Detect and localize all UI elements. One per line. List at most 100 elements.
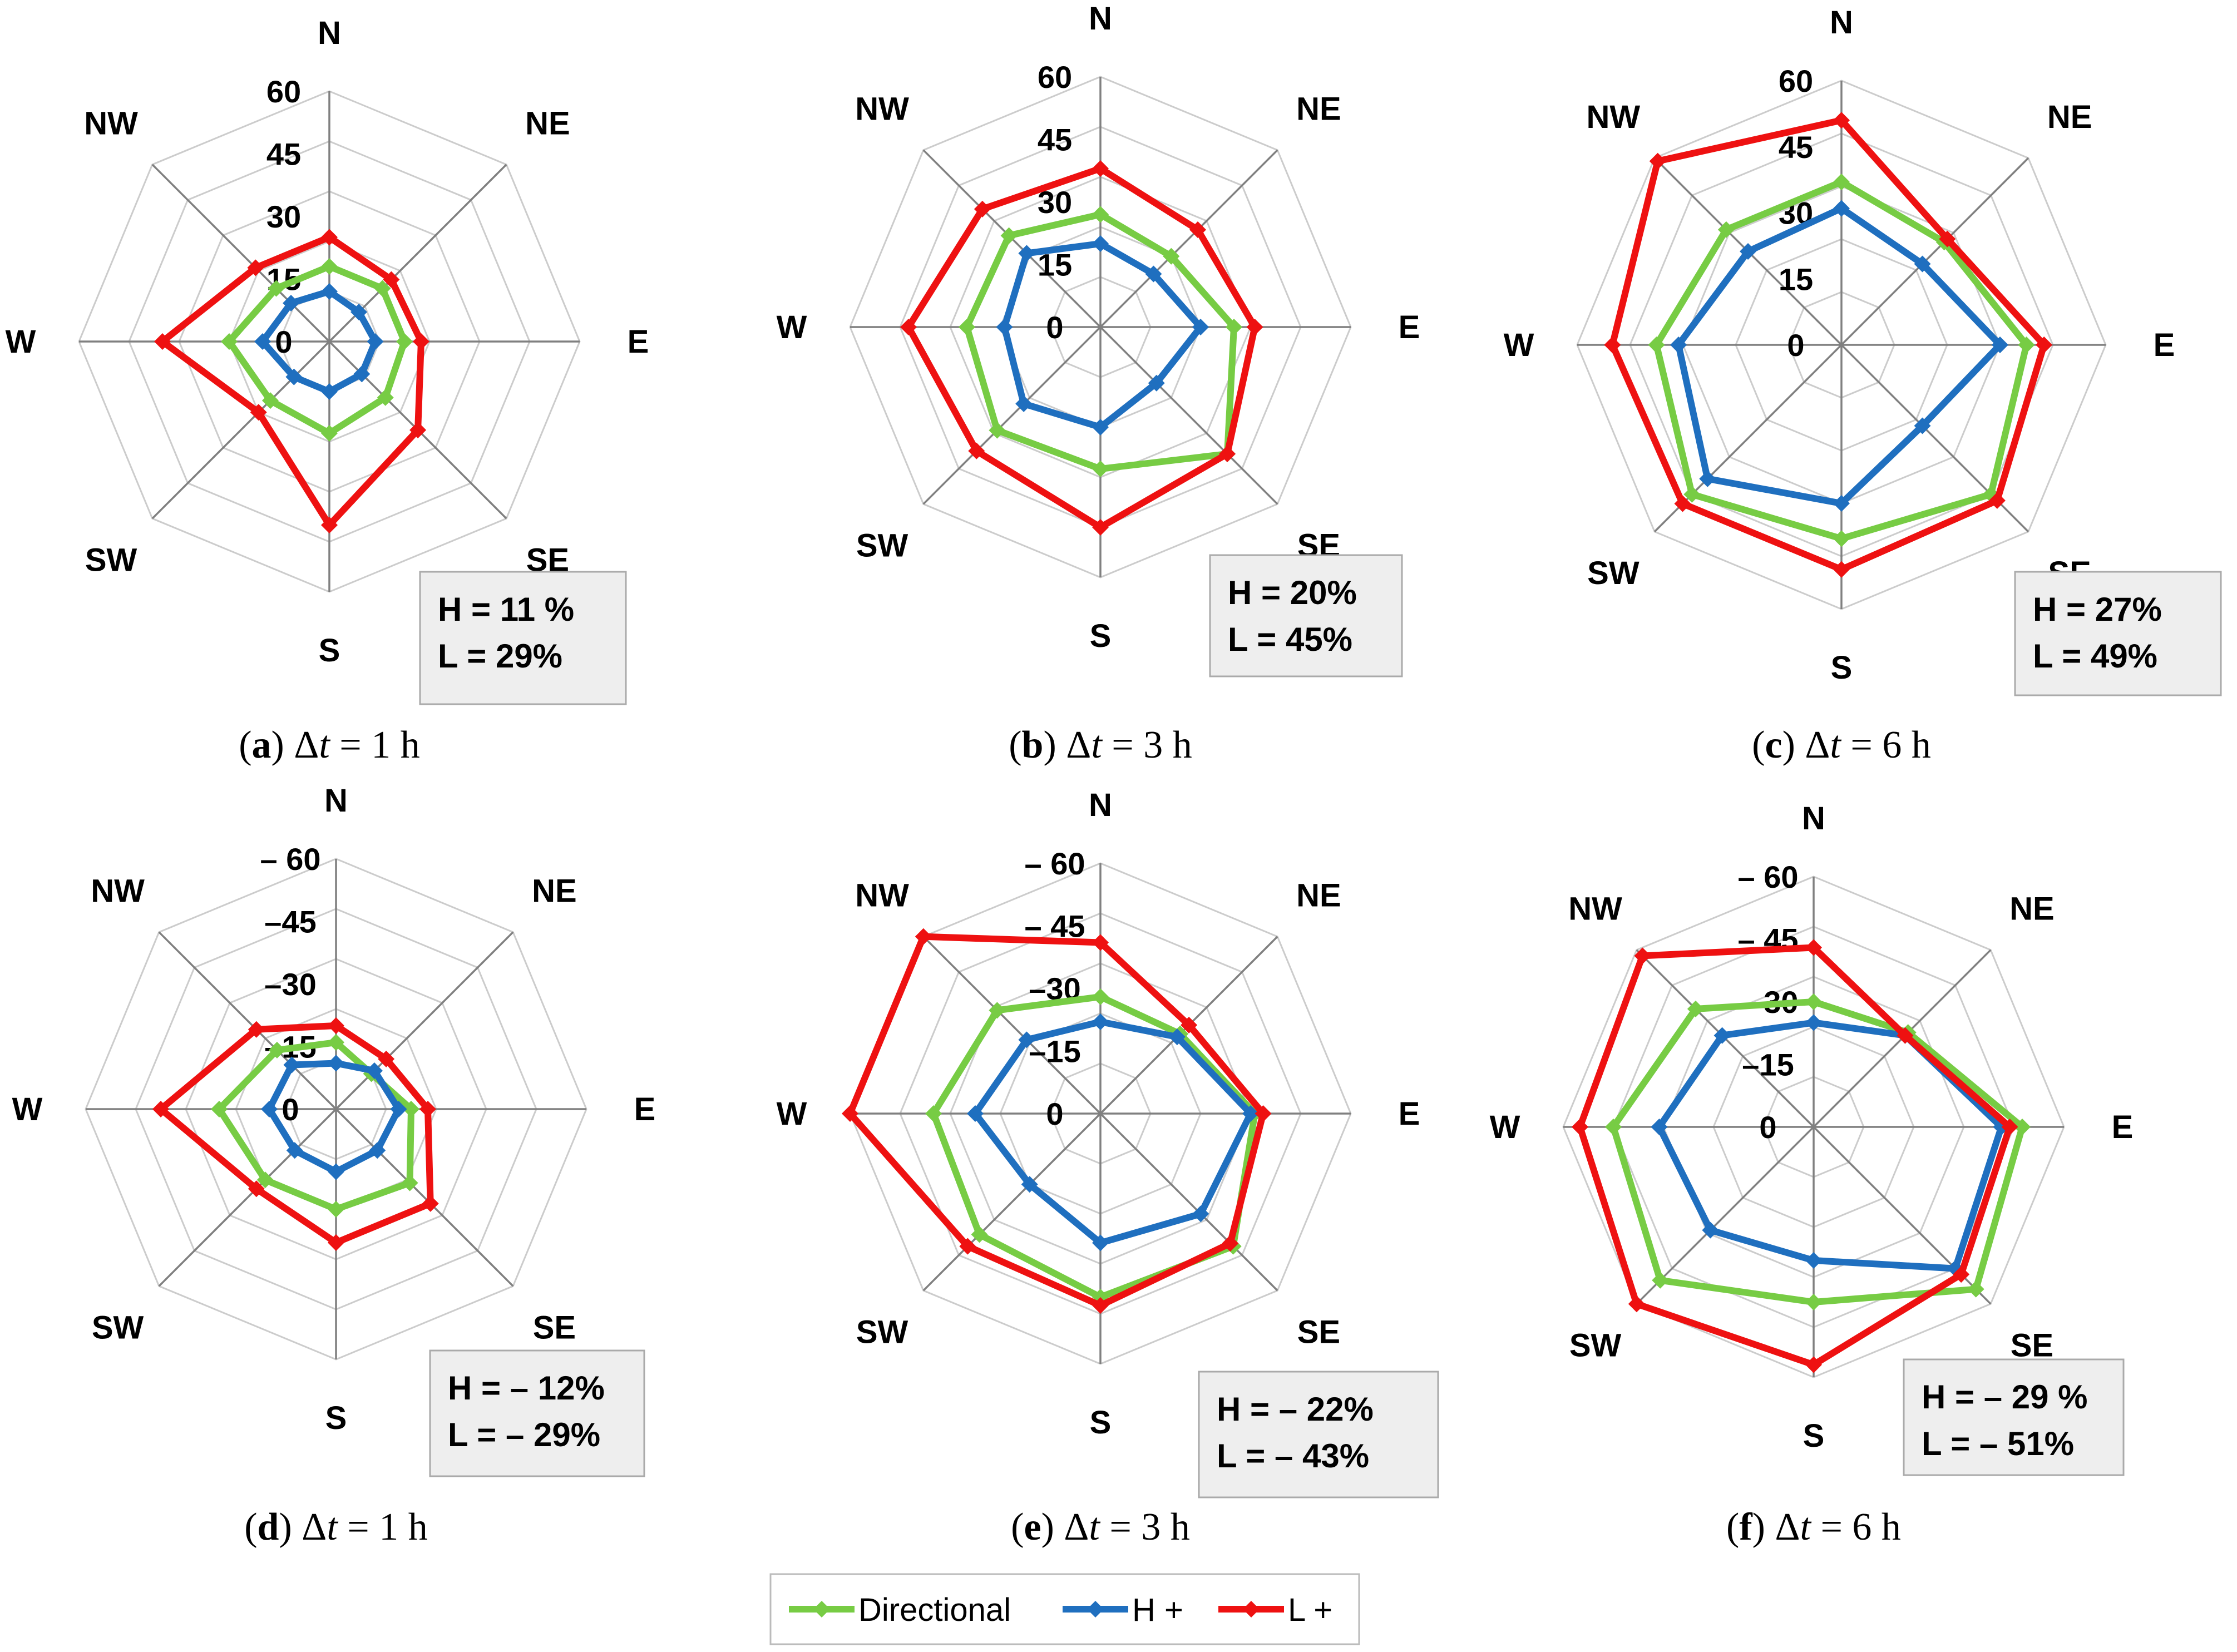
data-point-directional-ne — [374, 280, 391, 297]
data-point-l_plus-e — [2001, 1119, 2018, 1135]
direction-label-e: E — [1399, 1096, 1420, 1132]
caption-part: = 1 h — [330, 724, 420, 766]
direction-label-e: E — [634, 1091, 656, 1127]
spoke-line — [1099, 149, 1278, 328]
direction-label-nw: NW — [855, 91, 909, 127]
data-point-l_plus-nw — [248, 1021, 265, 1038]
data-point-directional-e — [396, 333, 413, 350]
caption-part: f — [1739, 1506, 1752, 1549]
data-point-l_plus-s — [1833, 561, 1850, 578]
direction-label-sw: SW — [85, 542, 137, 578]
data-point-directional-se — [1967, 1280, 1984, 1298]
stat-h-text: H = – 22% — [1217, 1391, 1374, 1428]
data-point-directional-nw — [1717, 221, 1735, 238]
tick-label: – 60 — [1025, 846, 1085, 881]
direction-label-nw: NW — [1568, 891, 1622, 927]
data-point-h_plus-e — [367, 333, 384, 350]
data-point-h_plus-s — [328, 1163, 344, 1180]
direction-label-s: S — [1831, 650, 1853, 686]
data-point-directional-w — [211, 1101, 228, 1117]
spoke-line — [158, 931, 337, 1110]
direction-label-n: N — [324, 783, 348, 819]
data-point-l_plus-sw — [1628, 1295, 1645, 1313]
direction-label-n: N — [1802, 800, 1825, 837]
data-point-l_plus-w — [1572, 1119, 1588, 1135]
data-point-l_plus-nw — [1649, 152, 1666, 170]
stat-box — [429, 1349, 645, 1477]
series-l_plus — [154, 229, 429, 533]
spoke-line — [151, 340, 330, 520]
data-point-h_plus-e — [1992, 337, 2008, 353]
data-point-l_plus-sw — [248, 1180, 265, 1198]
data-point-h_plus-nw — [283, 295, 300, 312]
data-point-h_plus-nw — [1018, 1031, 1035, 1048]
tick-label: 15 — [1779, 261, 1813, 296]
series-h_plus — [254, 283, 384, 400]
data-point-l_plus-n — [328, 1017, 344, 1034]
series-h_plus — [1670, 200, 2008, 512]
tick-label: 0 — [1759, 1110, 1776, 1145]
caption-punct: ) — [271, 724, 294, 766]
spoke-line — [335, 931, 514, 1110]
series-h_plus — [996, 235, 1209, 436]
caption-part: t — [1800, 1506, 1812, 1549]
caption-part: Δ — [1775, 1506, 1800, 1549]
data-point-l_plus-ne — [1189, 221, 1207, 238]
data-point-l_plus-e — [1246, 319, 1263, 335]
data-point-directional-s — [321, 425, 338, 442]
panel-caption: (f) Δt = 6 h — [1726, 1506, 1901, 1549]
data-point-l_plus-sw — [250, 404, 267, 421]
tick-label: 0 — [1046, 1096, 1063, 1131]
data-point-l_plus-se — [1988, 492, 2006, 509]
stat-l-text: L = – 43% — [1217, 1437, 1369, 1475]
tick-label: –15 — [1742, 1047, 1794, 1082]
caption-part: b — [1022, 724, 1044, 766]
caption-part: = 1 h — [338, 1506, 428, 1549]
data-point-directional-e — [1226, 319, 1242, 335]
caption-part: t — [1830, 724, 1841, 766]
caption-part: = 3 h — [1100, 1506, 1190, 1549]
direction-label-s: S — [319, 632, 340, 669]
direction-label-s: S — [1803, 1418, 1825, 1454]
series-l_plus — [1572, 939, 2018, 1373]
panel-caption: (b) Δt = 3 h — [1009, 724, 1192, 766]
panel-caption: (d) Δt = 1 h — [244, 1506, 428, 1549]
data-point-l_plus-s — [1092, 1297, 1109, 1314]
direction-label-n: N — [318, 15, 341, 51]
stat-box — [419, 571, 627, 705]
tick-label: 0 — [282, 1092, 299, 1127]
data-point-directional-w — [221, 333, 238, 350]
tick-label: 0 — [1787, 328, 1804, 363]
data-point-h_plus-n — [1805, 1014, 1822, 1031]
data-point-h_plus-n — [1092, 1013, 1109, 1030]
data-point-h_plus-s — [1092, 419, 1109, 436]
data-point-directional-n — [1092, 988, 1109, 1005]
direction-label-sw: SW — [1569, 1327, 1622, 1363]
tick-label: –30 — [264, 967, 316, 1002]
legend-item-h_plus: H + — [1063, 1592, 1183, 1628]
spoke-line — [158, 1108, 337, 1287]
data-point-directional-nw — [1687, 1000, 1704, 1017]
tick-label: 0 — [275, 324, 292, 359]
panel-caption: (c) Δt = 6 h — [1752, 724, 1931, 766]
caption-punct: ( — [1752, 724, 1765, 766]
tick-label: 60 — [1779, 63, 1813, 98]
data-point-h_plus-nw — [283, 1056, 300, 1074]
data-point-l_plus-w — [842, 1105, 858, 1122]
direction-label-s: S — [325, 1400, 347, 1436]
caption-part: t — [1091, 724, 1103, 766]
data-point-directional-sw — [989, 422, 1006, 439]
data-point-directional-w — [925, 1105, 942, 1122]
series-h_plus — [967, 1013, 1259, 1252]
caption-part: a — [252, 724, 271, 766]
tick-label: 60 — [1038, 60, 1072, 95]
data-point-l_plus-sw — [968, 442, 985, 459]
caption-punct: ) — [279, 1506, 302, 1549]
caption-part: = 3 h — [1102, 724, 1192, 766]
data-point-directional-se — [401, 1174, 418, 1191]
data-point-h_plus-ne — [1168, 1028, 1186, 1046]
stat-l-text: L = – 51% — [1922, 1425, 2074, 1462]
data-point-h_plus-n — [1092, 235, 1109, 252]
